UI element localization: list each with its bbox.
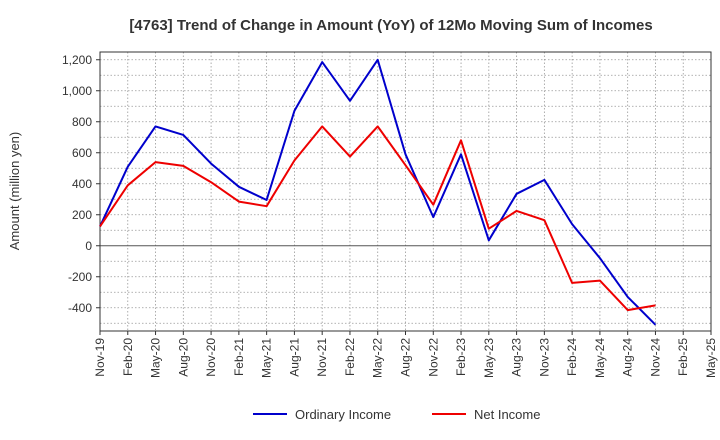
x-tick-label: May-25 bbox=[704, 338, 718, 378]
x-tick-label: Feb-20 bbox=[121, 338, 135, 376]
y-tick-label: 600 bbox=[72, 146, 92, 160]
axes: -400 -200 0 200 400 600 800 1,000 1,200 Nov-19 Feb… bbox=[62, 51, 718, 378]
y-tick-label: 1,000 bbox=[62, 84, 92, 98]
x-tick-label: Feb-25 bbox=[676, 338, 690, 376]
x-tick-label: Feb-23 bbox=[454, 338, 468, 376]
x-tick-label: Feb-21 bbox=[232, 338, 246, 376]
y-tick-label: 1,200 bbox=[62, 53, 92, 67]
y-tick-label: 200 bbox=[72, 208, 92, 222]
y-tick-label: 0 bbox=[85, 239, 92, 253]
x-tick-label: Aug-22 bbox=[399, 338, 413, 377]
legend-label: Ordinary Income bbox=[295, 407, 391, 422]
grid bbox=[99, 52, 712, 331]
x-tick-label: Aug-24 bbox=[621, 338, 635, 377]
plot-area bbox=[100, 52, 711, 331]
series-line bbox=[99, 58, 657, 326]
x-tick-label: Aug-21 bbox=[287, 338, 301, 377]
x-tick-label: Nov-21 bbox=[315, 338, 329, 377]
legend-label: Net Income bbox=[474, 407, 540, 422]
x-tick-label: Feb-22 bbox=[343, 338, 357, 376]
x-tick-label: May-22 bbox=[371, 338, 385, 378]
x-tick-label: Nov-20 bbox=[204, 338, 218, 377]
x-tick-label: Feb-24 bbox=[565, 338, 579, 376]
x-tick-label: May-21 bbox=[260, 338, 274, 378]
x-tick-label: May-23 bbox=[482, 338, 496, 378]
series-line bbox=[99, 125, 656, 312]
legend: Ordinary Income Net Income bbox=[253, 407, 540, 422]
x-tick-label: Nov-23 bbox=[537, 338, 551, 377]
chart-title: [4763] Trend of Change in Amount (YoY) o… bbox=[129, 17, 652, 34]
x-tick-label: Nov-22 bbox=[426, 338, 440, 377]
x-tick-label: May-20 bbox=[149, 338, 163, 378]
x-tick-label: Aug-20 bbox=[176, 338, 190, 377]
x-tick-label: Nov-19 bbox=[93, 338, 107, 377]
series bbox=[99, 58, 657, 326]
x-tick-label: May-24 bbox=[593, 338, 607, 378]
y-tick-label: 800 bbox=[72, 115, 92, 129]
y-axis-label: Amount (million yen) bbox=[7, 132, 22, 251]
x-tick-label: Nov-24 bbox=[648, 338, 662, 377]
y-tick-label: -200 bbox=[68, 270, 92, 284]
y-tick-label: -400 bbox=[68, 301, 92, 315]
x-tick-label: Aug-23 bbox=[510, 338, 524, 377]
y-tick-label: 400 bbox=[72, 177, 92, 191]
